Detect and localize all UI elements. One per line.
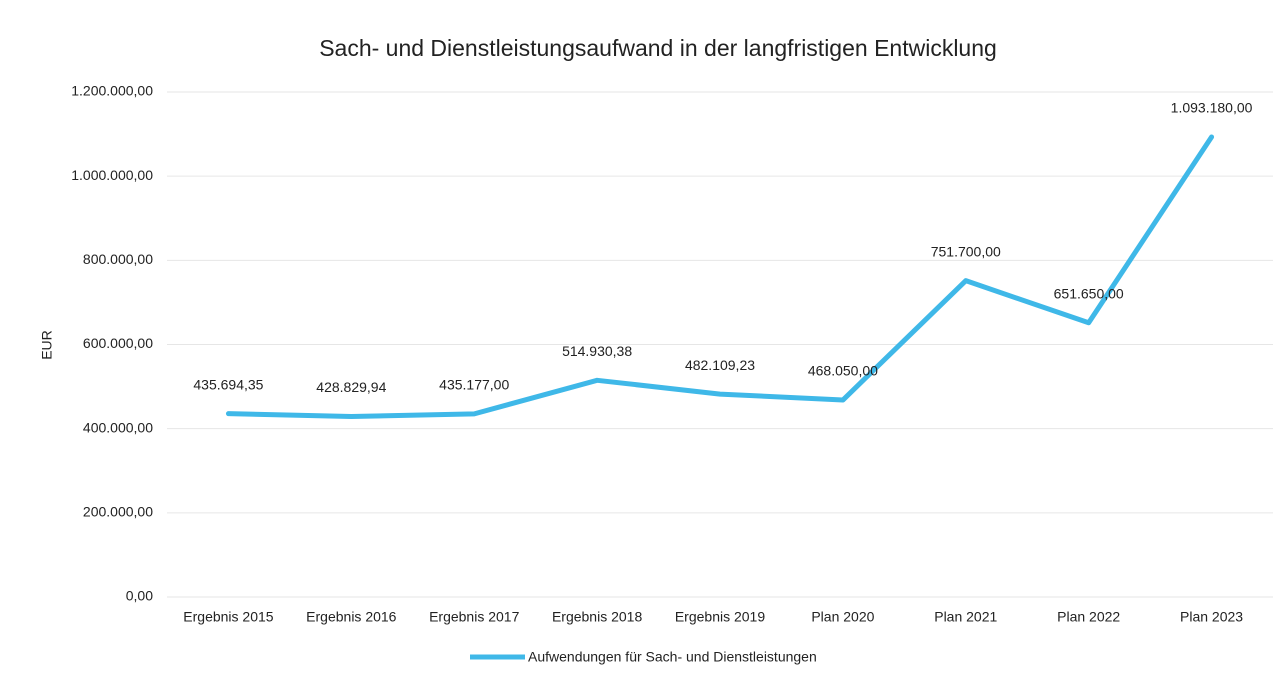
data-label: 514.930,38	[562, 343, 632, 359]
x-tick-label: Plan 2023	[1180, 609, 1243, 625]
data-line	[225, 134, 1215, 420]
legend-label: Aufwendungen für Sach- und Dienstleistun…	[528, 649, 817, 665]
x-tick-label: Plan 2021	[934, 609, 997, 625]
x-tick-label: Plan 2020	[811, 609, 874, 625]
data-label: 428.829,94	[316, 379, 386, 395]
y-tick-label: 1.000.000,00	[71, 167, 153, 183]
x-tick-label: Ergebnis 2017	[429, 609, 520, 625]
data-label: 751.700,00	[931, 243, 1001, 259]
y-tick-label: 400.000,00	[83, 419, 153, 435]
y-axis-label: EUR	[39, 330, 55, 360]
y-tick-label: 600.000,00	[83, 335, 153, 351]
y-tick-label: 1.200.000,00	[71, 83, 153, 99]
y-tick-label: 0,00	[126, 588, 153, 604]
x-tick-label: Ergebnis 2016	[306, 609, 397, 625]
data-label: 482.109,23	[685, 357, 755, 373]
x-tick-label: Ergebnis 2018	[552, 609, 643, 625]
y-tick-label: 800.000,00	[83, 251, 153, 267]
data-label: 435.694,35	[193, 376, 263, 392]
data-label: 468.050,00	[808, 363, 878, 379]
y-tick-label: 200.000,00	[83, 504, 153, 520]
x-tick-label: Plan 2022	[1057, 609, 1120, 625]
chart-title: Sach- und Dienstleistungsaufwand in der …	[319, 35, 997, 61]
x-tick-label: Ergebnis 2019	[675, 609, 766, 625]
x-tick-label: Ergebnis 2015	[183, 609, 274, 625]
data-label: 435.177,00	[439, 377, 509, 393]
data-label: 1.093.180,00	[1171, 100, 1253, 116]
data-label: 651.650,00	[1054, 285, 1124, 301]
